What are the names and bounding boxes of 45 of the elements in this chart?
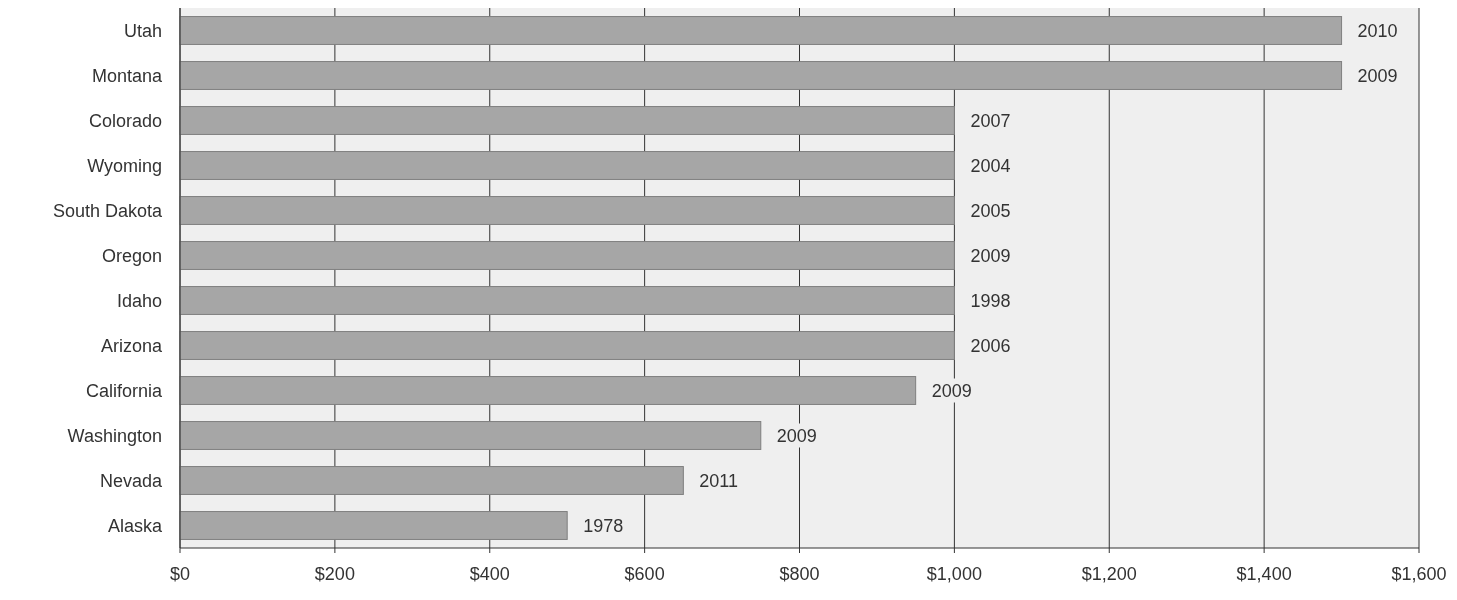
x-tick-label: $800 xyxy=(779,564,820,584)
annotation: 2007 xyxy=(970,110,1011,131)
annotation: 2009 xyxy=(1357,65,1398,86)
annotation: 2005 xyxy=(970,200,1011,221)
bar xyxy=(179,421,762,450)
bar xyxy=(179,331,955,360)
y-tick-label: South Dakota xyxy=(52,200,163,221)
annotation: 2006 xyxy=(970,335,1011,356)
x-tick-label: $0 xyxy=(169,564,191,584)
bar xyxy=(179,151,955,180)
bar xyxy=(179,106,955,135)
annotation: 2009 xyxy=(931,380,972,401)
annotation: 1998 xyxy=(970,290,1011,311)
bar xyxy=(179,466,684,495)
x-tick-label: $600 xyxy=(624,564,665,584)
annotation: 2009 xyxy=(776,425,817,446)
x-tick-label: $1,600 xyxy=(1391,564,1447,584)
annotation: 2010 xyxy=(1357,20,1398,41)
bar xyxy=(179,286,955,315)
x-tick-label: $1,400 xyxy=(1236,564,1292,584)
y-tick-label: Washington xyxy=(67,425,162,446)
bar xyxy=(179,61,1343,90)
y-tick-label: Nevada xyxy=(99,470,163,491)
y-tick-label: Oregon xyxy=(101,245,162,266)
y-tick-label: California xyxy=(85,380,163,401)
y-tick-label: Montana xyxy=(91,65,163,86)
bar xyxy=(179,376,917,405)
annotation: 1978 xyxy=(583,515,624,536)
annotation: 2004 xyxy=(970,155,1011,176)
bar xyxy=(179,511,568,540)
bar xyxy=(179,16,1343,45)
bar xyxy=(179,241,955,270)
bar xyxy=(179,196,955,225)
x-tick-label: $200 xyxy=(314,564,355,584)
y-tick-label: Colorado xyxy=(88,110,162,131)
x-tick-label: $1,000 xyxy=(926,564,982,584)
annotation: 2009 xyxy=(970,245,1011,266)
y-tick-label: Wyoming xyxy=(87,155,162,176)
annotation: 2011 xyxy=(699,470,739,491)
y-tick-label: Arizona xyxy=(100,335,163,356)
x-tick-label: $400 xyxy=(469,564,510,584)
x-tick-label: $1,200 xyxy=(1081,564,1137,584)
y-tick-label: Alaska xyxy=(107,515,163,536)
y-tick-label: Utah xyxy=(123,20,162,41)
y-tick-label: Idaho xyxy=(116,290,162,311)
